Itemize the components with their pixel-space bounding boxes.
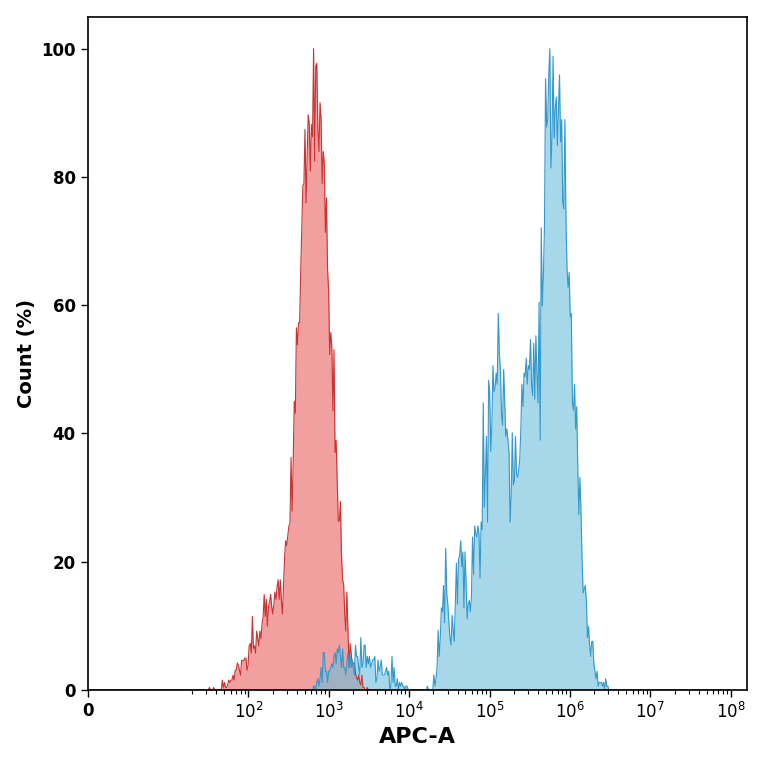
X-axis label: APC-A: APC-A bbox=[379, 727, 455, 747]
Y-axis label: Count (%): Count (%) bbox=[17, 299, 36, 408]
